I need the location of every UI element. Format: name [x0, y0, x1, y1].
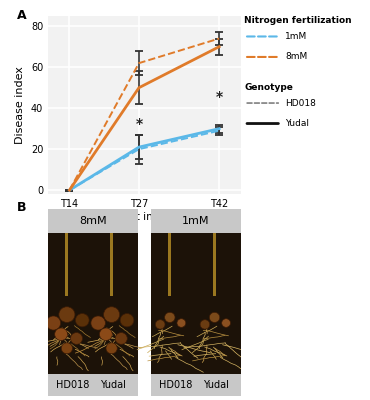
Bar [213, 233, 216, 296]
Text: *: * [216, 90, 223, 104]
Circle shape [91, 316, 105, 330]
Circle shape [209, 312, 220, 322]
Text: HD018: HD018 [56, 380, 89, 390]
Circle shape [165, 312, 175, 322]
Bar [110, 233, 113, 296]
Text: HD018: HD018 [285, 98, 316, 108]
Circle shape [70, 332, 83, 344]
Bar [93, 233, 138, 374]
Bar [48, 374, 138, 396]
Text: Yudal: Yudal [285, 119, 309, 128]
Circle shape [104, 307, 120, 322]
Bar [151, 374, 240, 396]
Bar [65, 233, 68, 296]
Text: 1mM: 1mM [182, 216, 209, 226]
Circle shape [222, 319, 231, 327]
Circle shape [46, 316, 61, 330]
Bar [196, 233, 240, 374]
Text: A: A [17, 9, 27, 22]
Bar [48, 209, 138, 233]
Text: 1mM: 1mM [285, 32, 307, 41]
Bar [151, 233, 196, 374]
Text: Yudal: Yudal [204, 380, 229, 390]
Bar [48, 233, 93, 374]
Circle shape [55, 328, 68, 340]
Circle shape [200, 320, 210, 329]
Text: *: * [135, 117, 142, 131]
Circle shape [100, 328, 112, 340]
Circle shape [106, 343, 117, 354]
Circle shape [120, 314, 134, 327]
Text: HD018: HD018 [158, 380, 192, 390]
Bar [168, 233, 171, 296]
Y-axis label: Disease index: Disease index [15, 66, 25, 144]
Circle shape [61, 343, 73, 354]
Text: Yudal: Yudal [101, 380, 126, 390]
X-axis label: Days post inoculation: Days post inoculation [88, 212, 201, 222]
Circle shape [177, 319, 186, 327]
Text: 8mM: 8mM [285, 52, 307, 62]
Circle shape [59, 307, 75, 322]
Text: B: B [17, 201, 27, 214]
Circle shape [155, 320, 165, 329]
Circle shape [75, 314, 89, 327]
Circle shape [115, 332, 127, 344]
Text: Nitrogen fertilization: Nitrogen fertilization [244, 16, 352, 25]
Bar [151, 209, 240, 233]
Text: Genotype: Genotype [244, 82, 293, 92]
Text: 8mM: 8mM [79, 216, 107, 226]
